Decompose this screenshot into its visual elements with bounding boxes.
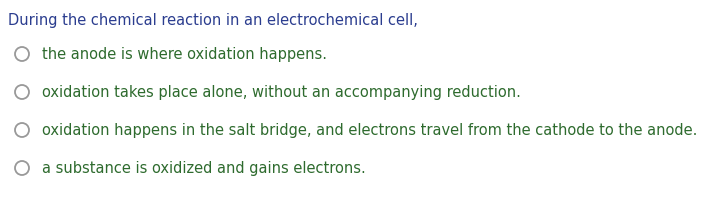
Text: a substance is oxidized and gains electrons.: a substance is oxidized and gains electr… [42, 161, 366, 176]
Text: oxidation takes place alone, without an accompanying reduction.: oxidation takes place alone, without an … [42, 85, 521, 100]
Text: During the chemical reaction in an electrochemical cell,: During the chemical reaction in an elect… [8, 13, 418, 28]
Text: the anode is where oxidation happens.: the anode is where oxidation happens. [42, 47, 327, 62]
Text: oxidation happens in the salt bridge, and electrons travel from the cathode to t: oxidation happens in the salt bridge, an… [42, 123, 697, 138]
